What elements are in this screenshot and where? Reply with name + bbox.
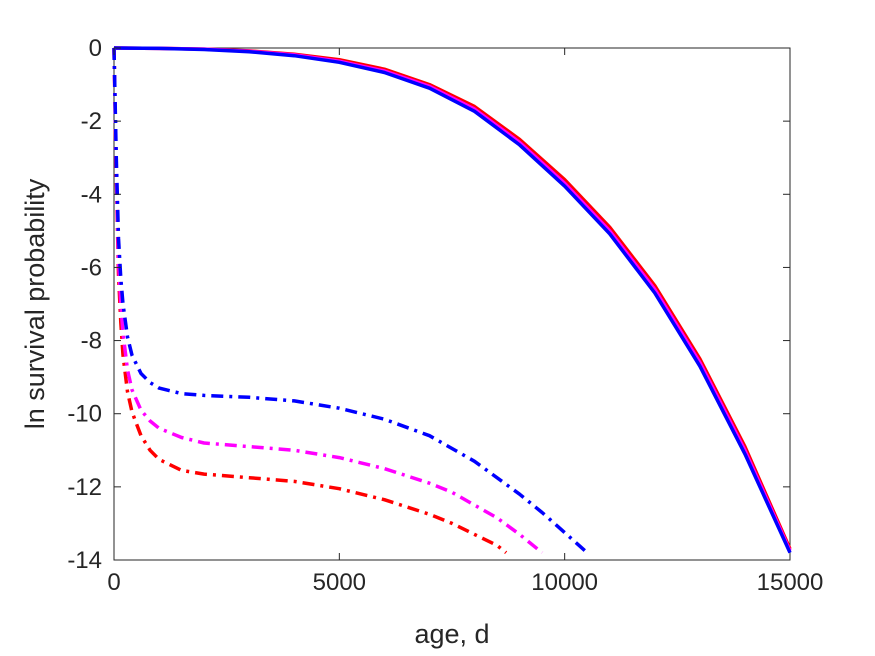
y-axis-label: ln survival probability	[20, 178, 50, 429]
y-tick-label: -14	[67, 547, 102, 574]
series-line-dashdot-3	[112, 47, 508, 555]
y-tick-label: -10	[67, 401, 102, 428]
series-line-dashdot-5	[112, 47, 589, 555]
y-tick-label: -6	[81, 254, 102, 281]
x-tick-label: 15000	[757, 569, 824, 596]
x-tick-label: 10000	[531, 569, 598, 596]
x-ticks: 0 5000 10000 15000	[107, 48, 823, 596]
y-tick-label: 0	[89, 35, 102, 62]
y-ticks: 0 -2 -4 -6 -8 -10 -12 -14	[67, 35, 790, 574]
x-axis-label: age, d	[414, 619, 489, 649]
series-line-solid-2	[113, 46, 792, 554]
plot-frame	[113, 47, 791, 561]
y-tick-label: -12	[67, 474, 102, 501]
plot-area	[113, 47, 791, 561]
series-layer	[112, 46, 792, 555]
y-tick-label: -4	[81, 181, 102, 208]
series-line-dashdot-4	[112, 47, 544, 555]
y-tick-label: -2	[81, 108, 102, 135]
x-tick-label: 0	[107, 569, 120, 596]
x-tick-label: 5000	[313, 569, 366, 596]
y-tick-label: -8	[81, 328, 102, 355]
